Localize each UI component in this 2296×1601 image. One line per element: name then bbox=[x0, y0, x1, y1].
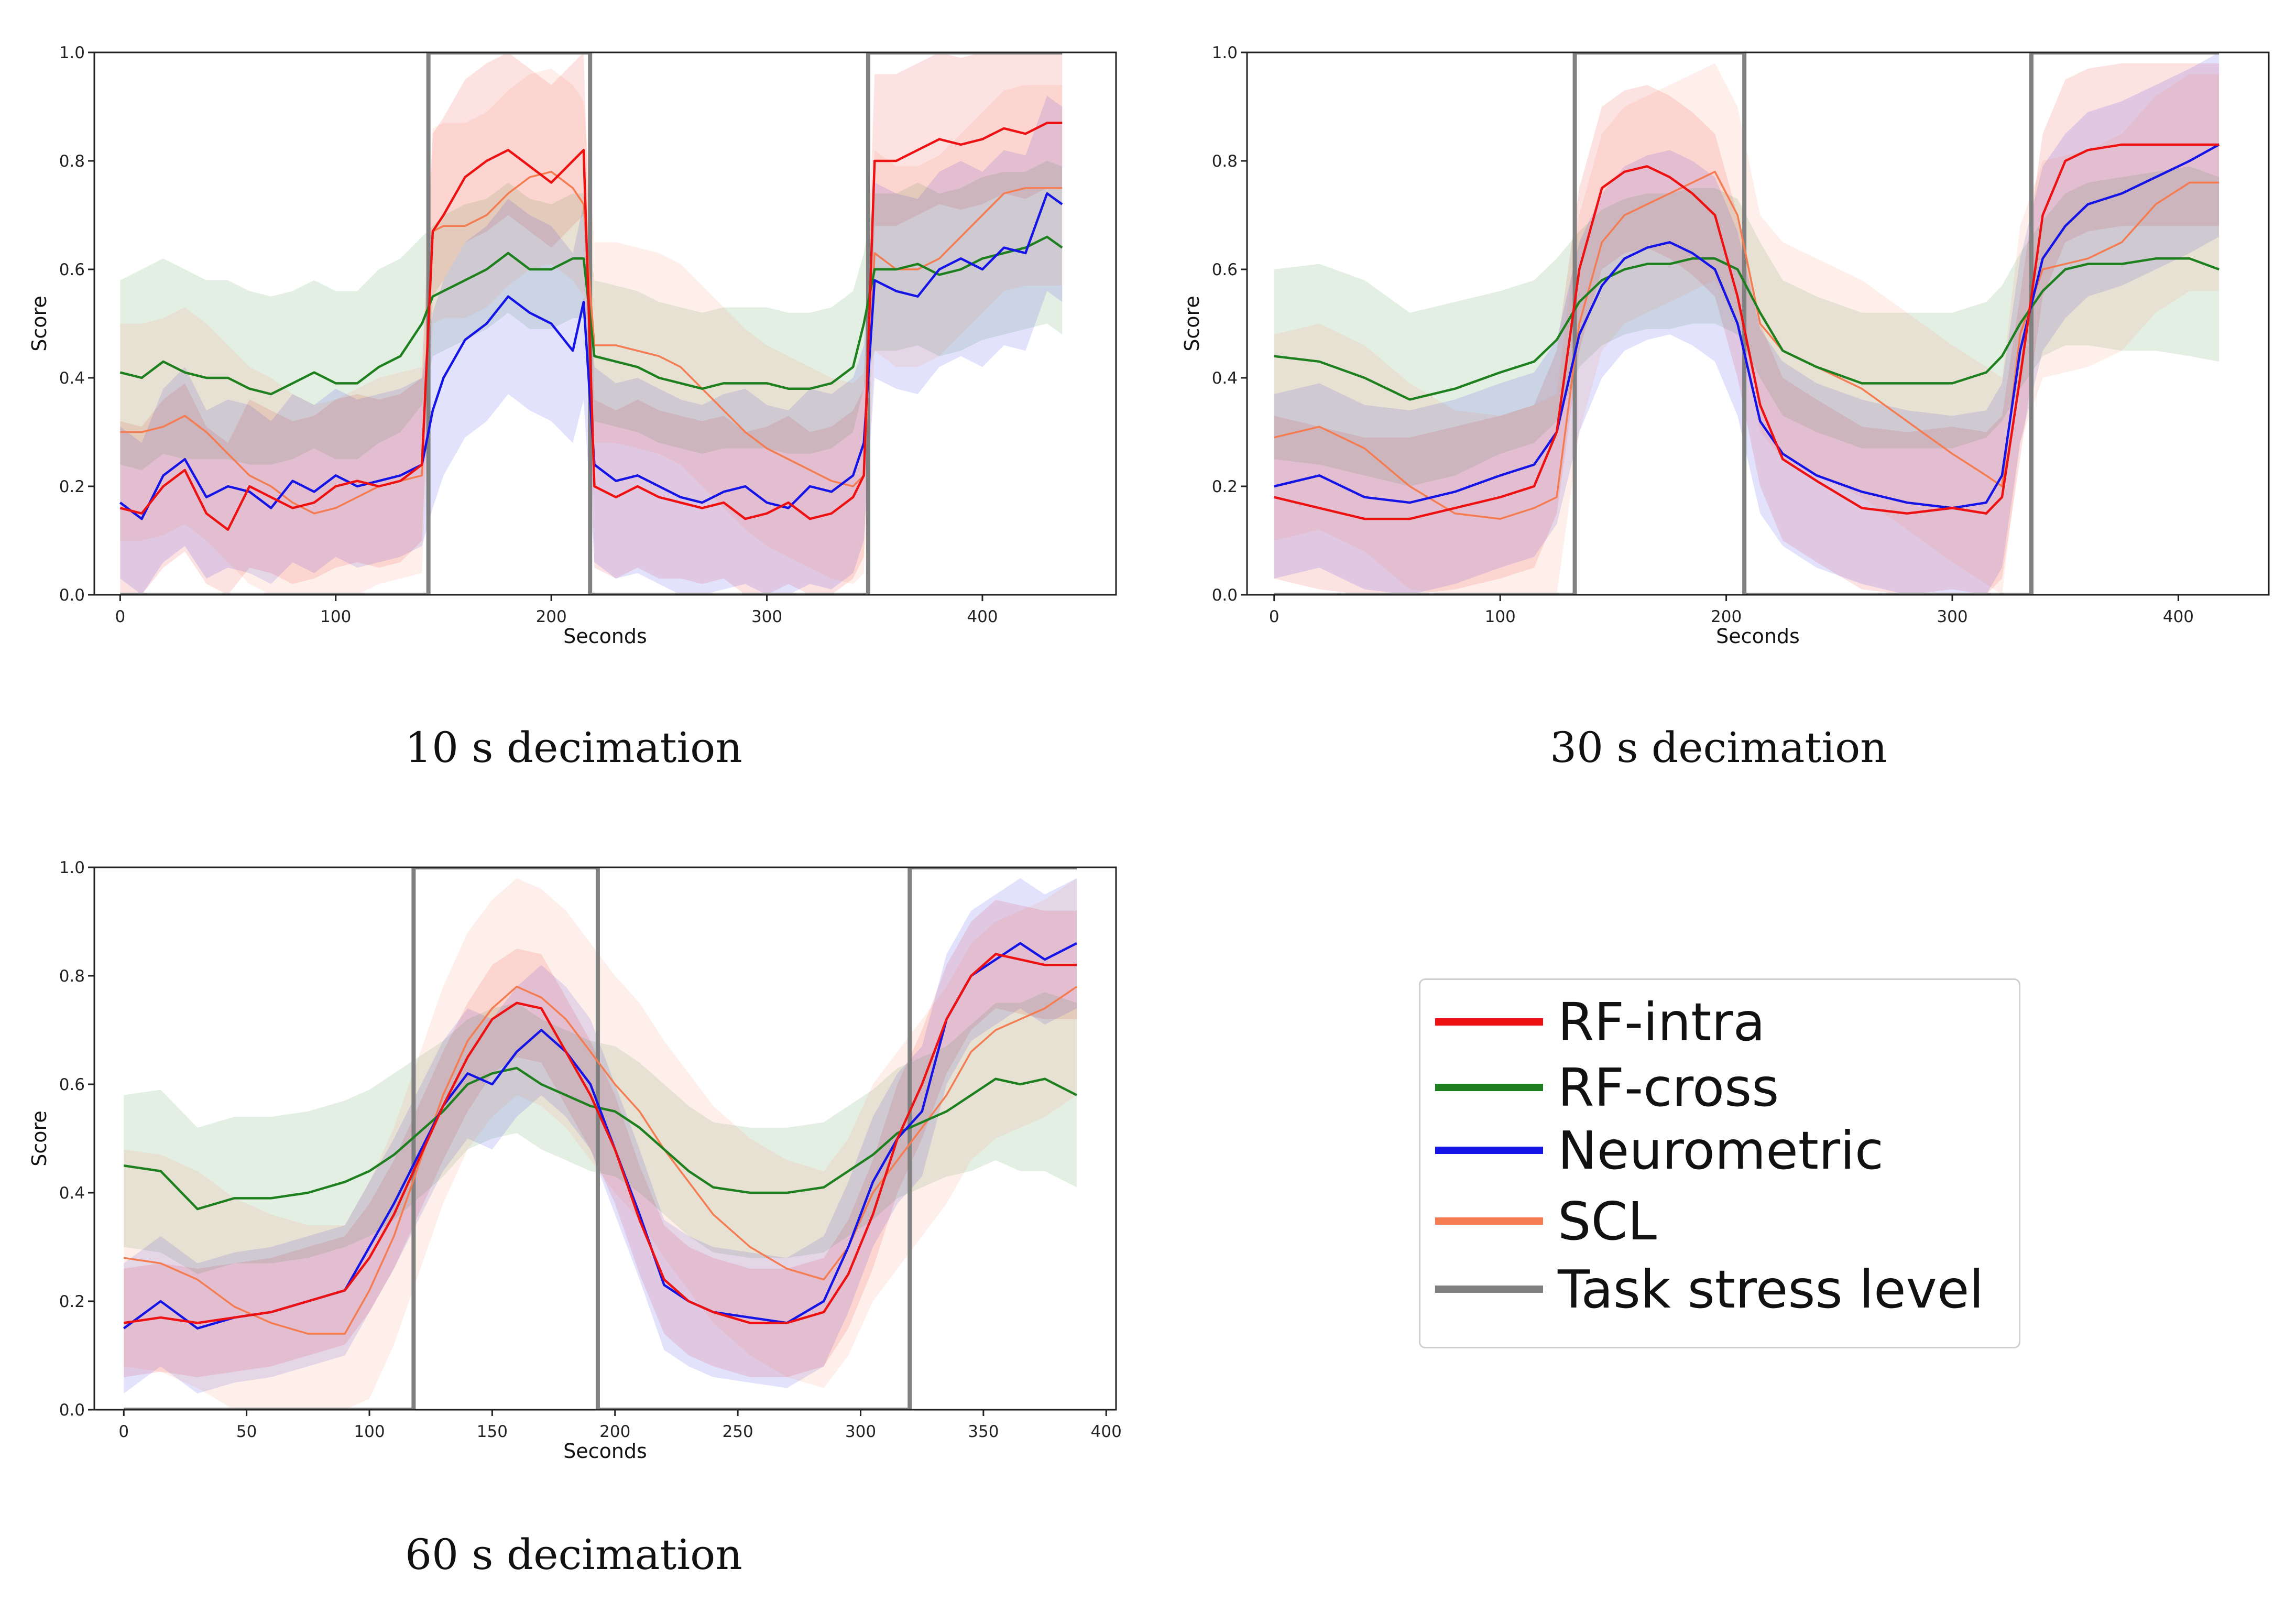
band-scl bbox=[124, 878, 1077, 1410]
legend-item-neurometric: Neurometric bbox=[1435, 1119, 1884, 1182]
x-tick-label: 100 bbox=[1485, 607, 1516, 626]
chart-panel-60s: 0.0 0.2 0.4 0.6 0.8 1.0 0 50 100 150 200 250 300 350 4… bbox=[0, 815, 1142, 1491]
plot-area bbox=[119, 52, 1063, 595]
y-tick-label: 1.0 bbox=[59, 858, 85, 877]
series-neurometric bbox=[119, 192, 1063, 520]
x-tick-label: 50 bbox=[236, 1422, 257, 1441]
x-tick-label: 0 bbox=[118, 1422, 129, 1441]
x-tick-label: 0 bbox=[1269, 607, 1280, 626]
y-tick-label: 0.2 bbox=[59, 477, 85, 496]
y-tick-label: 0.0 bbox=[59, 586, 85, 605]
x-tick-label: 100 bbox=[320, 607, 351, 626]
x-tick-label: 350 bbox=[968, 1422, 999, 1441]
x-axis-label: Seconds bbox=[1716, 625, 1800, 648]
x-tick-label: 400 bbox=[2163, 607, 2194, 626]
legend-label-rf-cross: RF-cross bbox=[1558, 1057, 1779, 1118]
axes-frame bbox=[1246, 51, 2270, 596]
y-tick-label: 0.4 bbox=[59, 369, 85, 388]
x-tick-label: 250 bbox=[723, 1422, 753, 1441]
band-rf-intra bbox=[1274, 63, 2220, 595]
legend-item-task-stress: Task stress level bbox=[1435, 1258, 1984, 1321]
legend-item-rf-cross: RF-cross bbox=[1435, 1056, 1779, 1119]
y-tick-label: 0.6 bbox=[1212, 260, 1238, 279]
axes-frame bbox=[93, 51, 1117, 596]
y-tick-label: 1.0 bbox=[1212, 43, 1238, 62]
legend-swatch-task-stress bbox=[1435, 1286, 1543, 1293]
series-scl bbox=[1274, 170, 2220, 520]
legend-label-neurometric: Neurometric bbox=[1558, 1119, 1884, 1181]
y-tick-label: 0.4 bbox=[1212, 369, 1238, 388]
chart-panel-10s: 0.0 0.2 0.4 0.6 0.8 1.0 0 100 200 300 400 Seconds Sc… bbox=[0, 0, 1142, 676]
legend-label-scl: SCL bbox=[1558, 1190, 1657, 1252]
y-tick-label: 0.6 bbox=[59, 1075, 85, 1094]
band-scl bbox=[1274, 63, 2220, 595]
y-tick-label: 0.8 bbox=[59, 152, 85, 171]
legend-item-rf-intra: RF-intra bbox=[1435, 990, 1765, 1053]
x-tick-label: 200 bbox=[1711, 607, 1742, 626]
legend-swatch-rf-intra bbox=[1435, 1018, 1543, 1026]
x-tick-label: 200 bbox=[536, 607, 567, 626]
x-axis-label: Seconds bbox=[563, 625, 647, 648]
series-rf-intra bbox=[123, 953, 1077, 1324]
band-rf-cross bbox=[1274, 166, 2220, 487]
legend-label-task-stress: Task stress level bbox=[1558, 1258, 1984, 1320]
caption-30s: 30 s decimation bbox=[1550, 723, 1887, 772]
y-axis-label: Score bbox=[28, 1110, 51, 1166]
series-rf-intra bbox=[1274, 143, 2220, 520]
series-scl bbox=[123, 985, 1077, 1335]
series-rf-cross bbox=[123, 1066, 1078, 1211]
chart-panel-30s: 0.0 0.2 0.4 0.6 0.8 1.0 0 100 200 300 400 Seconds Sc… bbox=[1153, 0, 2295, 676]
y-tick-label: 0.0 bbox=[1212, 586, 1238, 605]
series-neurometric bbox=[1274, 143, 2220, 509]
legend-swatch-scl bbox=[1435, 1217, 1543, 1225]
chart-legend: RF-intra RF-cross Neurometric SCL Task s… bbox=[1419, 978, 2020, 1348]
legend-label-rf-intra: RF-intra bbox=[1558, 991, 1765, 1053]
y-tick-label: 0.8 bbox=[59, 967, 85, 986]
series-task-stress-level bbox=[124, 867, 1077, 1410]
series-rf-cross bbox=[1274, 257, 2220, 401]
y-tick-label: 0.2 bbox=[59, 1292, 85, 1311]
chart-30s-decimation: 0.0 0.2 0.4 0.6 0.8 1.0 0 100 200 300 400 Seconds Sc… bbox=[1180, 43, 2270, 648]
y-tick-label: 0.6 bbox=[59, 260, 85, 279]
axes-frame bbox=[93, 866, 1117, 1411]
caption-10s: 10 s decimation bbox=[405, 723, 742, 772]
band-neurometric bbox=[1274, 52, 2220, 595]
y-axis-label: Score bbox=[1180, 296, 1204, 351]
x-tick-label: 100 bbox=[354, 1422, 385, 1441]
band-rf-cross bbox=[124, 992, 1077, 1275]
x-tick-label: 300 bbox=[1937, 607, 1967, 626]
x-tick-label: 150 bbox=[477, 1422, 508, 1441]
chart-10s-decimation: 0.0 0.2 0.4 0.6 0.8 1.0 0 100 200 300 400 Seconds Sc… bbox=[28, 43, 1117, 648]
series-rf-intra bbox=[119, 122, 1063, 531]
y-tick-label: 0.8 bbox=[1212, 152, 1238, 171]
x-tick-label: 200 bbox=[599, 1422, 630, 1441]
legend-item-scl: SCL bbox=[1435, 1190, 1657, 1253]
chart-60s-decimation: 0.0 0.2 0.4 0.6 0.8 1.0 0 50 100 150 200 250 300 350 4… bbox=[28, 858, 1122, 1463]
plot-area bbox=[1274, 52, 2220, 595]
y-tick-label: 1.0 bbox=[59, 43, 85, 62]
y-tick-label: 0.0 bbox=[59, 1401, 85, 1420]
band-neurometric bbox=[124, 878, 1077, 1393]
x-tick-label: 300 bbox=[751, 607, 782, 626]
legend-swatch-neurometric bbox=[1435, 1147, 1543, 1154]
x-tick-label: 0 bbox=[115, 607, 125, 626]
y-tick-label: 0.4 bbox=[59, 1184, 85, 1203]
caption-60s: 60 s decimation bbox=[405, 1530, 742, 1579]
plot-area bbox=[123, 867, 1078, 1410]
x-tick-label: 400 bbox=[1091, 1422, 1122, 1441]
y-axis-label: Score bbox=[28, 296, 51, 351]
x-tick-label: 400 bbox=[967, 607, 998, 626]
x-tick-label: 300 bbox=[845, 1422, 876, 1441]
x-axis-label: Seconds bbox=[563, 1440, 647, 1463]
y-tick-label: 0.2 bbox=[1212, 477, 1238, 496]
legend-swatch-rf-cross bbox=[1435, 1084, 1543, 1091]
